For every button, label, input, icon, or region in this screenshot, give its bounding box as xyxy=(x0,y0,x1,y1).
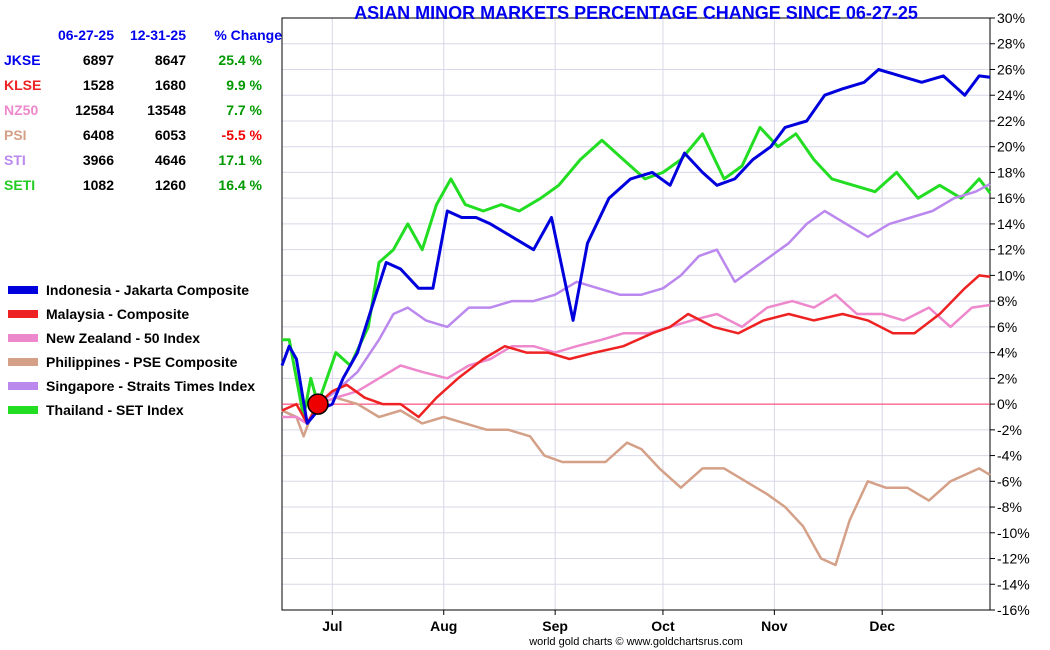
row-end: 1260 xyxy=(154,176,186,193)
header-change: % Change xyxy=(214,26,282,43)
y-tick-label: 24% xyxy=(997,87,1025,103)
x-tick-label: Aug xyxy=(430,618,457,634)
series-line xyxy=(281,274,991,425)
legend-item: Thailand - SET Index xyxy=(8,398,280,422)
legend-item: Indonesia - Jakarta Composite xyxy=(8,278,280,302)
summary-header-row: 06-27-25 12-31-25 % Change xyxy=(0,22,282,47)
row-end: 4646 xyxy=(154,151,186,168)
y-tick-label: 20% xyxy=(997,139,1025,155)
y-tick-label: 2% xyxy=(997,370,1017,386)
row-code: NZ50 xyxy=(4,101,39,118)
series-line xyxy=(280,68,991,425)
y-tick-label: 14% xyxy=(997,216,1025,232)
y-tick-label: 22% xyxy=(997,113,1025,129)
row-start: 3966 xyxy=(82,151,114,168)
row-end: 13548 xyxy=(147,101,186,118)
grid-lines xyxy=(282,17,990,611)
row-start: 1528 xyxy=(82,76,114,93)
row-start: 6408 xyxy=(82,126,114,143)
legend-label: Philippines - PSE Composite xyxy=(46,354,238,370)
y-tick-label: 8% xyxy=(997,293,1017,309)
row-code: STI xyxy=(4,151,26,168)
table-row: KLSE 1528 1680 9.9 % xyxy=(0,72,282,97)
header-code xyxy=(0,22,48,47)
series-line xyxy=(281,396,991,567)
table-row: STI 3966 4646 17.1 % xyxy=(0,147,282,172)
row-code: SETI xyxy=(4,176,36,193)
y-tick-label: -14% xyxy=(997,576,1030,592)
summary-table: 06-27-25 12-31-25 % Change JKSE 6897 864… xyxy=(0,22,282,197)
y-tick-label: 18% xyxy=(997,164,1025,180)
legend-swatch xyxy=(8,334,38,342)
x-tick-label: Nov xyxy=(761,618,788,634)
x-tick-label: Dec xyxy=(869,618,895,634)
row-change: 25.4 % xyxy=(218,51,262,68)
x-tick-label: Oct xyxy=(651,618,675,634)
credit-text: world gold charts © www.goldchartsrus.co… xyxy=(529,636,743,648)
row-change: 7.7 % xyxy=(226,101,262,118)
y-tick-label: -16% xyxy=(997,602,1030,618)
series-lines xyxy=(280,68,992,567)
x-axis: Jul Aug Sep Oct Nov Dec xyxy=(322,610,895,634)
y-axis: 30% 28% 26% 24% 22% 20% 18% 16% 14% 12% 10% 8% 6% 4% 2… xyxy=(990,10,1030,618)
y-tick-label: 30% xyxy=(997,10,1025,26)
x-tick-label: Jul xyxy=(322,618,342,634)
row-code: KLSE xyxy=(4,76,42,93)
legend-item: Philippines - PSE Composite xyxy=(8,350,280,374)
y-tick-label: 28% xyxy=(997,36,1025,52)
y-tick-label: -12% xyxy=(997,551,1030,567)
row-start: 12584 xyxy=(75,101,114,118)
y-tick-label: 26% xyxy=(997,61,1025,77)
legend-swatch xyxy=(8,406,38,414)
y-tick-label: -6% xyxy=(997,473,1022,489)
legend-label: New Zealand - 50 Index xyxy=(46,330,201,346)
row-end: 6053 xyxy=(154,126,186,143)
y-tick-label: -10% xyxy=(997,525,1030,541)
legend-swatch xyxy=(8,286,38,294)
legend: Indonesia - Jakarta Composite Malaysia -… xyxy=(8,278,280,422)
plot-area xyxy=(281,17,991,611)
header-start: 06-27-25 xyxy=(57,26,114,43)
legend-item: New Zealand - 50 Index xyxy=(8,326,280,350)
x-tick-label: Sep xyxy=(542,618,568,634)
row-change: 17.1 % xyxy=(218,151,262,168)
row-start: 6897 xyxy=(82,51,114,68)
header-end: 12-31-25 xyxy=(129,26,186,43)
legend-swatch xyxy=(8,382,38,390)
row-change: 9.9 % xyxy=(226,76,262,93)
start-date-marker xyxy=(307,393,329,415)
table-row: JKSE 6897 8647 25.4 % xyxy=(0,47,282,72)
table-row: SETI 1082 1260 16.4 % xyxy=(0,172,282,197)
legend-label: Indonesia - Jakarta Composite xyxy=(46,282,250,298)
y-tick-label: 16% xyxy=(997,190,1025,206)
legend-label: Singapore - Straits Times Index xyxy=(46,378,256,394)
y-tick-label: 4% xyxy=(997,345,1017,361)
y-tick-label: 6% xyxy=(997,319,1017,335)
legend-label: Thailand - SET Index xyxy=(46,402,184,418)
legend-swatch xyxy=(8,310,38,318)
legend-swatch xyxy=(8,358,38,366)
legend-item: Malaysia - Composite xyxy=(8,302,280,326)
row-code: JKSE xyxy=(4,51,41,68)
row-start: 1082 xyxy=(82,176,114,193)
row-end: 1680 xyxy=(154,76,186,93)
row-change: 16.4 % xyxy=(218,176,262,193)
y-tick-label: -2% xyxy=(997,422,1022,438)
table-row: PSI 6408 6053 -5.5 % xyxy=(0,122,282,147)
row-change: -5.5 % xyxy=(221,126,262,143)
series-line xyxy=(282,293,991,425)
y-tick-label: 10% xyxy=(997,267,1025,283)
y-tick-label: 12% xyxy=(997,242,1025,258)
table-row: NZ50 12584 13548 7.7 % xyxy=(0,97,282,122)
y-tick-label: -4% xyxy=(997,448,1022,464)
y-tick-label: 0% xyxy=(997,396,1017,412)
legend-item: Singapore - Straits Times Index xyxy=(8,374,280,398)
series-line xyxy=(281,182,991,425)
row-end: 8647 xyxy=(154,51,186,68)
legend-label: Malaysia - Composite xyxy=(46,306,190,322)
chart-title: ASIAN MINOR MARKETS PERCENTAGE CHANGE SI… xyxy=(354,3,918,23)
row-code: PSI xyxy=(4,126,27,143)
y-tick-label: -8% xyxy=(997,499,1022,515)
